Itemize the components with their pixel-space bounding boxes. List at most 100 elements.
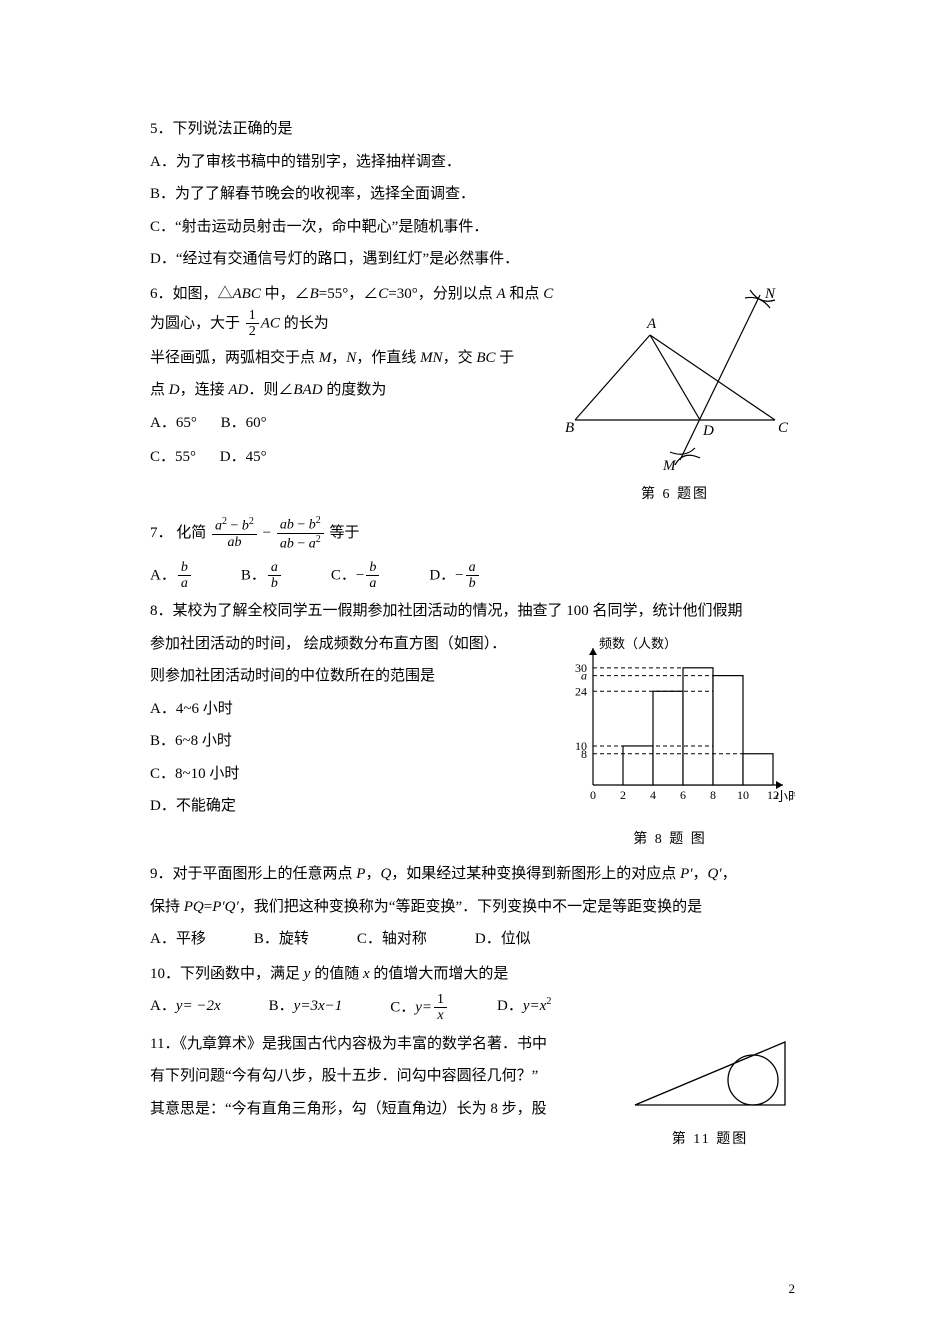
q7-f1b: b: [242, 519, 249, 534]
q5-opt-c: C．“射击运动员射击一次，命中靶心”是随机事件．: [150, 213, 795, 242]
q9-l1: 9．对于平面图形上的任意两点 P，Q，如果经过某种变换得到新图形上的对应点 P′…: [150, 860, 795, 889]
q7-a-num: b: [178, 560, 191, 576]
q6-opts-row2: C．55° D．45°: [150, 443, 555, 472]
q10-c-lead: C．: [390, 999, 415, 1015]
svg-text:频数（人数）: 频数（人数）: [599, 636, 677, 651]
fig6-label-C: C: [778, 420, 789, 436]
q9-l2a: 保持: [150, 899, 184, 915]
q10-c-den: x: [434, 1008, 447, 1023]
q7-f2-den: ab − a2: [277, 534, 324, 552]
q10-d-lead: D．: [497, 998, 523, 1014]
q7-opt-c: C．−ba: [331, 560, 381, 592]
q7-f2-num: ab − b2: [277, 515, 324, 534]
svg-text:6: 6: [680, 788, 686, 802]
q7-f1-num: a2 − b2: [212, 516, 257, 535]
q8-l3: 则参加社团活动时间的中位数所在的范围是: [150, 662, 545, 691]
q9-Qp: Q′: [708, 866, 722, 882]
q7-a-den: a: [178, 576, 191, 591]
q9-l1c: ，: [722, 866, 737, 882]
q6-t6: 为圆心，大于: [150, 315, 244, 331]
q9-l1b: ，如果经过某种变换得到新图形上的对应点: [391, 866, 680, 882]
q6-figure: A B C D M N 第 6 题图: [555, 280, 795, 509]
svg-text:10: 10: [737, 788, 749, 802]
q5-stem-text: 下列说法正确的是: [173, 121, 293, 137]
q10-x: x: [363, 966, 370, 982]
q6-A: A: [497, 286, 506, 302]
q9-opt-a: A．平移: [150, 925, 206, 954]
fig6-label-A: A: [646, 316, 657, 332]
q11-l1: 11．《九章算术》是我国古代内容极为丰富的数学名著．书中: [150, 1030, 625, 1059]
q9-c2: ，: [693, 866, 708, 882]
q6-stem-line1: 6．如图，△ABC 中，∠B=55°，∠C=30°，分别以点 A 和点 C 为圆…: [150, 280, 555, 340]
q7-frac2: ab − b2 ab − a2: [277, 515, 324, 552]
q11-figure: 第 11 题图: [625, 1030, 795, 1154]
q10-l1a: 10．下列函数中，满足: [150, 966, 304, 982]
svg-text:8: 8: [710, 788, 716, 802]
q7-stem: 7． 化简 a2 − b2 a b − ab − b2 ab − a2 等于: [150, 515, 795, 552]
q8-opt-c: C．8~10 小时: [150, 760, 545, 789]
fig6-label-N: N: [764, 286, 776, 302]
q6-stem-line2: 半径画弧，两弧相交于点 M，N，作直线 MN，交 BC 于: [150, 344, 555, 373]
q5-number: 5．: [150, 121, 173, 137]
q6-half-den: 2: [246, 324, 259, 339]
q7-f1a: a: [215, 519, 222, 534]
q6-opt-c: C．55°: [150, 443, 196, 472]
q6-ABC: ABC: [233, 286, 261, 302]
q7-b-num: a: [268, 560, 281, 576]
question-9: 9．对于平面图形上的任意两点 P，Q，如果经过某种变换得到新图形上的对应点 P′…: [150, 860, 795, 954]
q8-opt-d: D．不能确定: [150, 792, 545, 821]
q6-l3d: 的度数为: [323, 382, 387, 398]
q10-d-sup: 2: [546, 996, 551, 1007]
q6-opt-a: A．65°: [150, 409, 197, 438]
fig6-label-M: M: [662, 458, 677, 470]
question-8: 8．某校为了解全校同学五一假期参加社团活动的情况，抽查了 100 名同学，统计他…: [150, 597, 795, 854]
q7-b-lead: B．: [241, 567, 266, 583]
q9-opt-c: C．轴对称: [357, 925, 427, 954]
q6-M: M: [319, 350, 332, 366]
q6-opt-d: D．45°: [220, 449, 267, 465]
q6-AC: AC: [261, 315, 280, 331]
q6-frac-half: 12: [246, 308, 259, 340]
q6-half-num: 1: [246, 308, 259, 324]
fig6-label-B: B: [565, 420, 574, 436]
q7-opt-b: B．ab: [241, 560, 283, 592]
page-number: 2: [789, 1281, 796, 1297]
q8-figure: 频数（人数）小时81024a30024681012 第 8 题 图: [545, 630, 795, 854]
q9-eq: =: [204, 899, 212, 915]
q10-a-lead: A．: [150, 998, 176, 1014]
question-11: 11．《九章算术》是我国古代内容极为丰富的数学名著．书中 有下列问题“今有勾八步…: [150, 1030, 795, 1154]
q9-l2: 保持 PQ=P′Q′，我们把这种变换称为“等距变换”．下列变换中不一定是等距变换…: [150, 893, 795, 922]
q11-caption: 第 11 题图: [625, 1127, 795, 1154]
q6-C: C: [378, 286, 388, 302]
svg-text:2: 2: [620, 788, 626, 802]
q9-PpQp: P′Q′: [212, 899, 239, 915]
q7-opt-d: D．−ab: [429, 560, 480, 592]
q6-MN: MN: [420, 350, 443, 366]
q11-l3: 其意思是：“今有直角三角形，勾（短直角边）长为 8 步，股: [150, 1095, 625, 1124]
q10-opt-c: C．y=1x: [390, 992, 449, 1024]
q9-c1: ，: [365, 866, 380, 882]
q7-tail: 等于: [330, 525, 360, 541]
q7-frac1: a2 − b2 a b: [212, 516, 257, 550]
svg-text:4: 4: [650, 788, 656, 802]
q9-opt-b: B．旋转: [254, 925, 309, 954]
q5-opt-d: D．“经过有交通信号灯的路口，遇到红灯”是必然事件．: [150, 245, 795, 274]
svg-text:0: 0: [590, 788, 596, 802]
q6-l3a: 点: [150, 382, 169, 398]
q7-lead: 7． 化简: [150, 525, 210, 541]
q6-opt-b: B．60°: [221, 415, 267, 431]
q6-opts-row1: A．65° B．60°: [150, 409, 555, 438]
q7-opt-a: A．ba: [150, 560, 193, 592]
question-7: 7． 化简 a2 − b2 ab − ab − b2 ab − a2 等于 A．…: [150, 515, 795, 592]
q10-b-lead: B．: [269, 998, 294, 1014]
q7-minus: −: [263, 525, 275, 541]
q6-t3: =55°，∠: [319, 286, 378, 302]
q10-c-num: 1: [434, 992, 447, 1008]
q10-a-body: y= −2x: [176, 998, 221, 1014]
q9-Pp: P′: [680, 866, 692, 882]
q10-opt-a: A．y= −2x: [150, 992, 221, 1024]
q10-opt-b: B．y=3x−1: [269, 992, 343, 1024]
q8-opt-b: B．6~8 小时: [150, 727, 545, 756]
q11-l2: 有下列问题“今有勾八步，股十五步．问勾中容圆径几何？”: [150, 1062, 625, 1091]
q9-opt-d: D．位似: [475, 925, 531, 954]
